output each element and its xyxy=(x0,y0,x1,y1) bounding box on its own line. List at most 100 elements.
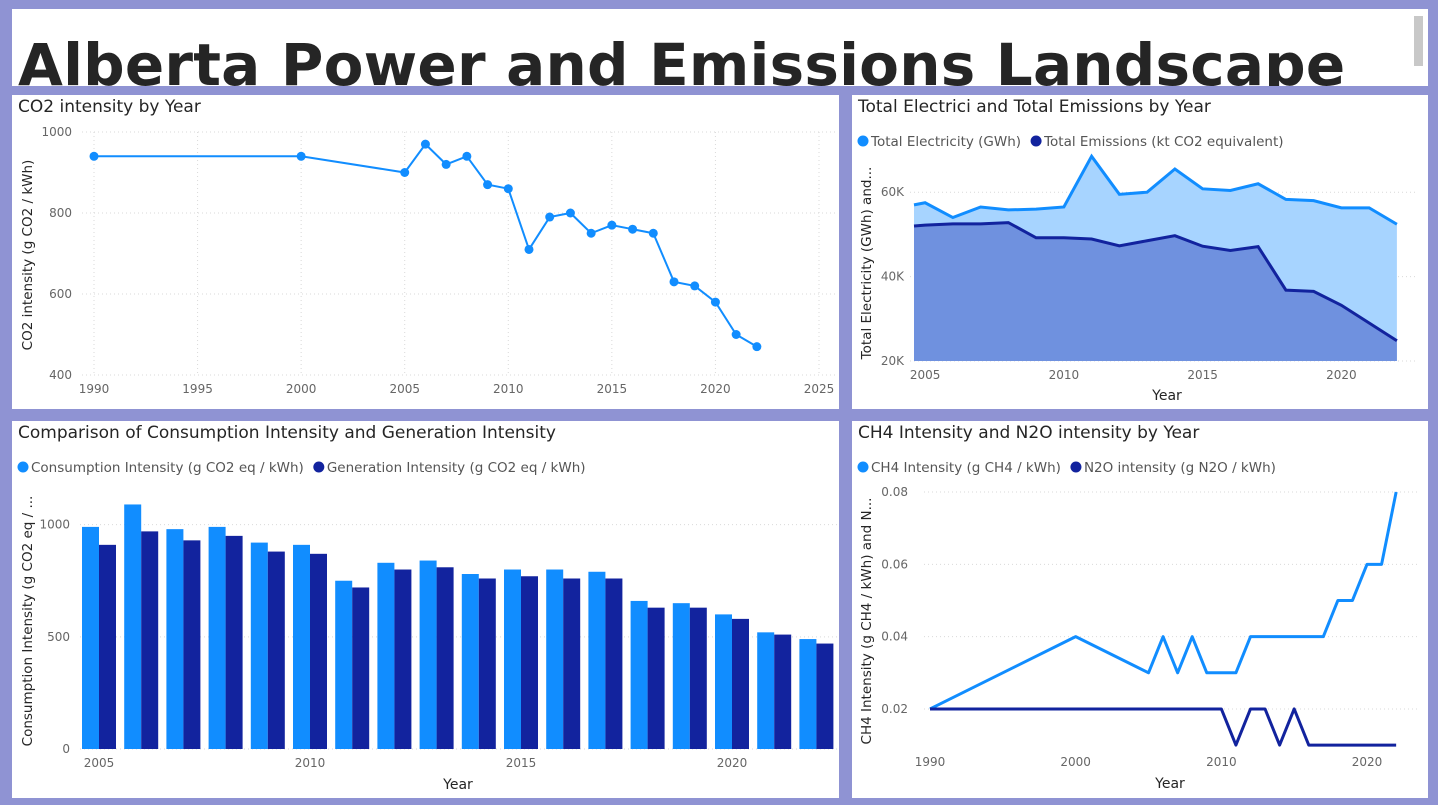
y-tick-label: 0.04 xyxy=(881,630,908,644)
series-line-0 xyxy=(929,491,1398,711)
bar-consumption xyxy=(208,526,226,749)
x-tick-label: 2005 xyxy=(389,382,420,396)
data-point xyxy=(628,224,638,234)
consumption-generation-plot: Consumption Intensity (g CO2 eq / kWh) Ge… xyxy=(17,460,837,793)
bar-generation xyxy=(267,551,285,749)
x-tick-label: 2010 xyxy=(1049,368,1080,382)
x-tick-label: 2000 xyxy=(1060,755,1091,769)
x-axis-label: Year xyxy=(1154,776,1185,792)
bar-consumption xyxy=(82,526,99,749)
bar-generation xyxy=(647,607,665,749)
x-tick-label: 2015 xyxy=(506,756,537,770)
bar-generation xyxy=(521,576,538,749)
bar-consumption xyxy=(672,603,690,749)
y-tick-label: 1000 xyxy=(39,518,70,532)
x-axis-label: Year xyxy=(442,777,473,793)
x-tick-label: 2010 xyxy=(295,756,326,770)
data-point xyxy=(565,208,575,218)
bar-generation xyxy=(436,567,454,749)
x-tick-label: 1990 xyxy=(915,755,946,769)
data-point xyxy=(400,168,410,177)
y-axis-label: Total Electricity (GWh) and... xyxy=(859,167,875,361)
legend-label-1: Total Emissions (kt CO2 equivalent) xyxy=(1043,134,1283,150)
legend-label-1: Generation Intensity (g CO2 eq / kWh) xyxy=(327,460,586,476)
consumption-generation-chart[interactable]: Comparison of Consumption Intensity and … xyxy=(12,421,839,798)
data-point xyxy=(483,180,493,190)
bar-consumption xyxy=(630,600,648,749)
data-point xyxy=(731,330,741,339)
data-point xyxy=(420,139,430,149)
legend-marker xyxy=(1030,135,1042,147)
bar-consumption xyxy=(124,504,142,749)
bar-generation xyxy=(394,569,412,749)
co2-intensity-chart[interactable]: CO2 intensity by Year 400 600 800 1000 1990 1… xyxy=(12,95,839,409)
legend-marker xyxy=(857,461,869,473)
bar-consumption xyxy=(335,580,353,749)
chart-title: Total Electrici and Total Emissions by Y… xyxy=(858,97,1211,117)
y-axis-label: Consumption Intensity (g CO2 eq / ... xyxy=(20,496,36,747)
data-point xyxy=(669,277,679,287)
data-point xyxy=(441,159,451,169)
bar-consumption xyxy=(715,614,732,749)
data-point xyxy=(296,151,306,161)
series-area-1 xyxy=(914,222,1397,361)
x-tick-label: 2005 xyxy=(84,756,115,770)
x-tick-label: 2020 xyxy=(1326,368,1357,382)
bar-generation xyxy=(563,578,581,749)
bar-consumption xyxy=(250,542,268,749)
bar-consumption xyxy=(377,562,395,749)
bar-consumption xyxy=(504,569,521,749)
x-tick-label: 2025 xyxy=(804,382,835,396)
y-tick-label: 0.02 xyxy=(881,702,908,716)
electricity-emissions-chart[interactable]: Total Electrici and Total Emissions by Y… xyxy=(852,95,1428,409)
ch4-n2o-plot: CH4 Intensity (g CH4 / kWh) N2O intensity… xyxy=(857,460,1418,792)
bar-generation xyxy=(310,553,327,749)
y-tick-label: 20K xyxy=(881,354,905,368)
data-point xyxy=(503,184,513,194)
data-point xyxy=(89,151,99,161)
bar-generation xyxy=(141,531,159,749)
legend-label-0: Consumption Intensity (g CO2 eq / kWh) xyxy=(31,460,304,476)
bar-consumption xyxy=(166,529,184,749)
bar-consumption xyxy=(588,571,606,749)
chart-title: CH4 Intensity and N2O intensity by Year xyxy=(858,423,1200,443)
y-tick-label: 0.06 xyxy=(881,557,908,571)
electricity-emissions-plot: Total Electricity (GWh) Total Emissions (… xyxy=(857,134,1418,404)
x-tick-label: 2020 xyxy=(1352,755,1383,769)
legend-label-1: N2O intensity (g N2O / kWh) xyxy=(1084,460,1276,476)
data-point xyxy=(607,220,617,230)
series-line-1 xyxy=(913,221,1398,343)
legend-marker xyxy=(857,135,869,147)
y-tick-label: 400 xyxy=(49,368,72,382)
bar-generation xyxy=(99,544,116,749)
data-point xyxy=(524,244,534,254)
y-tick-label: 0 xyxy=(62,742,70,756)
page-title: Alberta Power and Emissions Landscape xyxy=(18,31,1346,86)
ch4-n2o-chart[interactable]: CH4 Intensity and N2O intensity by Year … xyxy=(852,421,1428,798)
bar-generation xyxy=(183,540,201,749)
legend-label-0: CH4 Intensity (g CH4 / kWh) xyxy=(871,460,1061,476)
y-tick-label: 40K xyxy=(881,270,905,284)
x-tick-label: 1995 xyxy=(182,382,213,396)
series-line-0 xyxy=(913,153,1398,226)
bar-consumption xyxy=(461,574,479,749)
legend-marker xyxy=(1070,461,1082,473)
x-axis-label: Year xyxy=(1151,388,1182,404)
data-point xyxy=(545,212,555,222)
series-line-1 xyxy=(930,707,1397,747)
x-tick-label: 1990 xyxy=(79,382,110,396)
y-tick-label: 800 xyxy=(49,206,72,220)
data-point xyxy=(586,228,596,238)
bar-consumption xyxy=(293,544,310,749)
bar-generation xyxy=(478,578,496,749)
bar-generation xyxy=(352,587,370,749)
x-tick-label: 2015 xyxy=(597,382,628,396)
co2-intensity-plot: 400 600 800 1000 1990 1995 2000 2005 2010 2015 202… xyxy=(20,125,837,396)
bar-consumption xyxy=(757,632,775,749)
title-panel: Alberta Power and Emissions Landscape xyxy=(12,9,1428,86)
y-axis-label: CH4 Intensity (g CH4 / kWh) and N... xyxy=(859,498,875,745)
series-line xyxy=(94,142,758,348)
data-point xyxy=(462,151,472,161)
chart-title: Comparison of Consumption Intensity and … xyxy=(18,423,556,443)
scrollbar-thumb[interactable] xyxy=(1414,16,1423,66)
